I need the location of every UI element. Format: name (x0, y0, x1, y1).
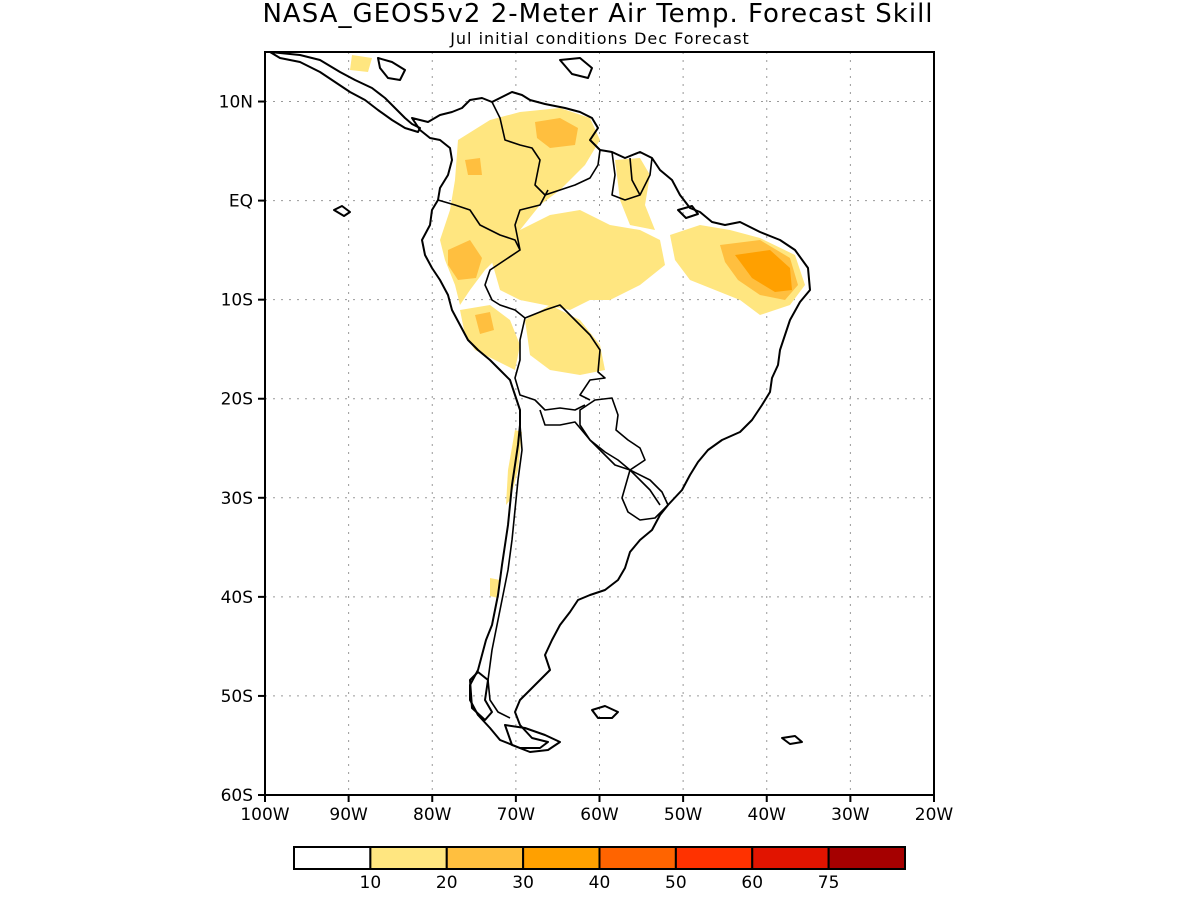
coastline-marajo (677, 205, 699, 219)
gridlines (265, 52, 934, 795)
colorbar-label: 20 (436, 873, 458, 893)
coastline-caribbean-islands (559, 57, 593, 79)
colorbar-swatch (598, 846, 677, 870)
x-tick-label: 70W (497, 805, 536, 825)
skill-region-peru-south-20 (475, 312, 494, 334)
x-tick-label: 50W (664, 805, 703, 825)
x-tick-label: 20W (915, 805, 954, 825)
border-colombia-venezuela (491, 101, 601, 196)
colorbar-swatch (369, 846, 448, 870)
y-tick-label: EQ (229, 192, 253, 212)
skill-region-northeast-30 (735, 250, 792, 292)
x-tick-label: 90W (329, 805, 368, 825)
border-brazil-bolivia (524, 304, 606, 401)
colorbar-label: 30 (512, 873, 534, 893)
map-title: NASA_GEOS5v2 2-Meter Air Temp. Forecast … (262, 0, 933, 29)
skill-region-andes (460, 305, 520, 370)
border-guianas (611, 151, 653, 201)
skill-region-guiana (615, 158, 655, 230)
x-tick-label: 30W (831, 805, 870, 825)
y-axis: 10N EQ 10S 20S 30S 40S 50S 60S (219, 93, 265, 806)
coastlines (269, 52, 811, 753)
x-tick-label: 60W (580, 805, 619, 825)
colorbar-legend: 10 20 30 40 50 60 75 (293, 846, 906, 893)
coastline-galapagos (333, 205, 351, 217)
border-argentina-chile (487, 424, 523, 719)
colorbar-label: 60 (741, 873, 763, 893)
colorbar-swatch (445, 846, 525, 870)
colorbar-label: 40 (589, 873, 611, 893)
coastline-central-america (269, 52, 421, 133)
colorbar-swatch (751, 846, 830, 870)
border-peru-brazil (484, 249, 526, 319)
map-frame (264, 51, 935, 796)
colorbar-swatch (522, 846, 601, 870)
x-tick-label: 40W (748, 805, 787, 825)
skill-region-amazon (490, 210, 665, 310)
map-subtitle: Jul initial conditions Dec Forecast (449, 29, 750, 48)
skill-shading (350, 55, 805, 598)
y-tick-label: 20S (221, 390, 253, 410)
border-colombia-peru-ecuador (437, 189, 549, 251)
country-borders (437, 101, 669, 719)
coastline-south-georgia (781, 735, 803, 745)
coastline-south-america (411, 91, 811, 749)
y-tick-label: 10S (221, 291, 253, 311)
x-axis: 100W 90W 80W 70W 60W 50W 40W 30W 20W (240, 795, 953, 825)
border-argentina-north (539, 409, 661, 506)
skill-region-caribbean (350, 55, 372, 72)
y-tick-label: 60S (221, 786, 253, 806)
border-paraguay (579, 397, 646, 471)
colorbar-label: 50 (665, 873, 687, 893)
coastline-falklands (591, 705, 619, 719)
x-tick-label: 80W (413, 805, 452, 825)
y-tick-label: 10N (219, 93, 253, 113)
coastline-yucatan (377, 57, 406, 81)
border-guianas-inner (629, 157, 641, 196)
skill-region-venezuela-20 (535, 118, 578, 148)
map-body (265, 52, 934, 795)
coastline-chile-fjords (469, 671, 493, 721)
colorbar-swatch (827, 846, 906, 870)
x-tick-label: 100W (240, 805, 289, 825)
colorbar-label: 75 (818, 873, 840, 893)
skill-region-bolivia (525, 305, 605, 375)
colorbar-swatch (674, 846, 754, 870)
colorbar-swatch (293, 846, 372, 870)
y-tick-label: 50S (221, 687, 253, 707)
skill-region-colombia-20 (465, 158, 482, 175)
border-bolivia-peru-chile (514, 317, 586, 411)
colorbar-label: 10 (360, 873, 382, 893)
coastline-tierra-del-fuego (504, 724, 561, 753)
skill-region-peru-20 (448, 240, 482, 280)
y-tick-label: 40S (221, 588, 253, 608)
border-uruguay (621, 469, 669, 521)
y-tick-label: 30S (221, 489, 253, 509)
